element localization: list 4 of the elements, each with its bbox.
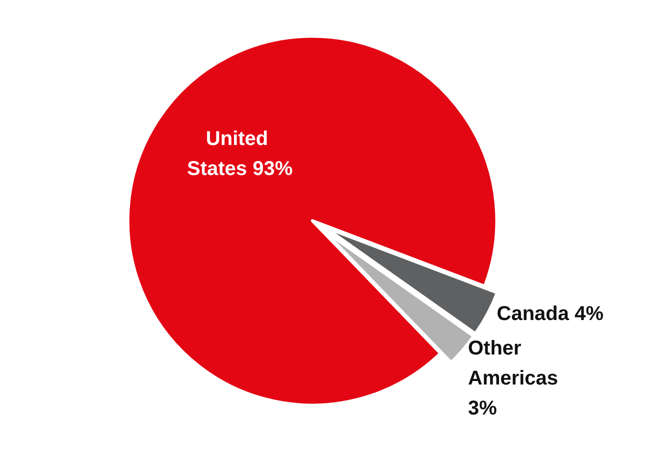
slice-label: United States 93%	[187, 128, 293, 180]
slice-label: Other Americas	[468, 337, 564, 390]
slice-label: Canada 4%	[496, 302, 604, 325]
data-label: 3%	[468, 397, 498, 420]
